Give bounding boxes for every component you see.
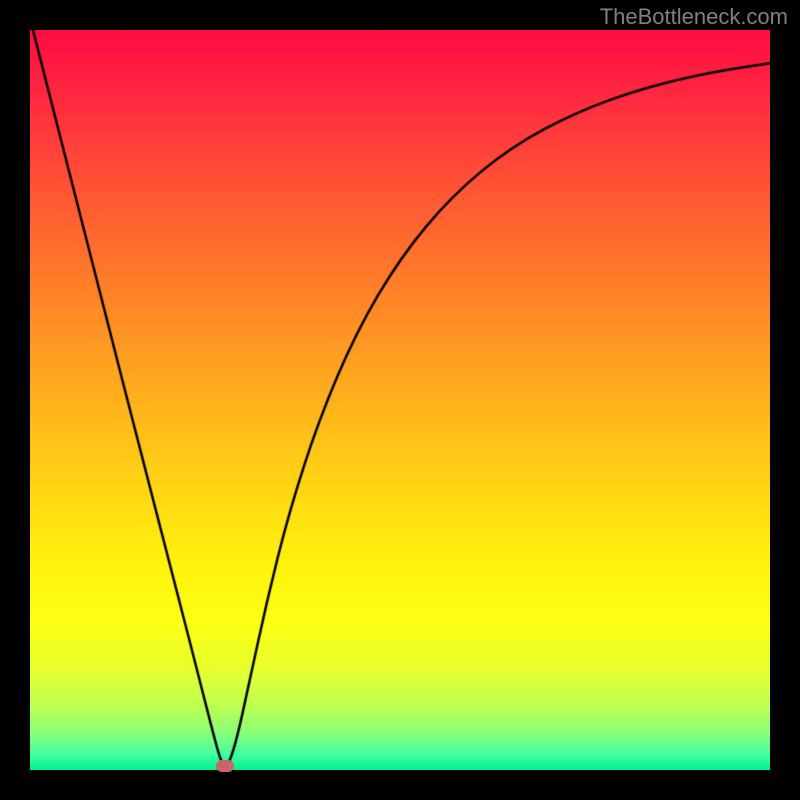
curve-canvas: [30, 30, 770, 770]
chart-frame: [30, 30, 770, 770]
plot-area: [30, 30, 770, 770]
watermark-text: TheBottleneck.com: [600, 4, 788, 30]
minimum-marker: [216, 760, 234, 772]
